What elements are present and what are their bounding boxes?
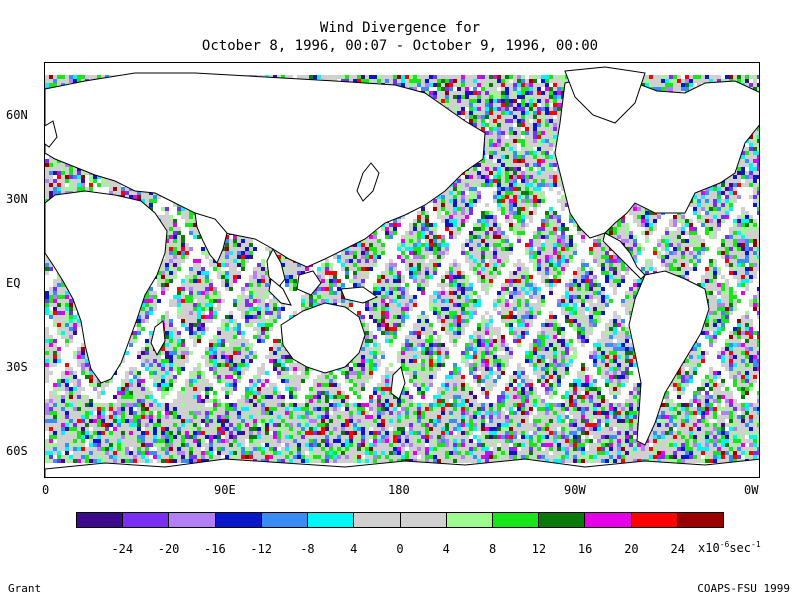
map-title-line2: October 8, 1996, 00:07 - October 9, 1996… bbox=[201, 38, 599, 54]
lon-label-0: 0 bbox=[42, 483, 50, 497]
colorbar-tick-label: 16 bbox=[577, 542, 593, 556]
units-tail: sec bbox=[729, 541, 752, 555]
map-title-line1: Wind Divergence for bbox=[319, 20, 481, 36]
colorbar-cell bbox=[354, 513, 401, 527]
colorbar-units: x10-6sec-1 bbox=[698, 540, 761, 555]
map-plot-area bbox=[44, 62, 760, 478]
colorbar-cell bbox=[308, 513, 355, 527]
greenland bbox=[564, 66, 646, 124]
indonesia-sumatra bbox=[268, 278, 292, 306]
colorbar-tick-label: 20 bbox=[624, 542, 639, 556]
lat-label-30s: 30S bbox=[6, 360, 28, 374]
lat-label-eq: EQ bbox=[6, 276, 21, 290]
units-exponent2: -1 bbox=[751, 540, 761, 549]
new-zealand bbox=[390, 366, 406, 400]
colorbar-cell bbox=[631, 513, 678, 527]
south-america bbox=[628, 270, 710, 446]
colorbar-cell bbox=[123, 513, 170, 527]
colorbar-cell bbox=[169, 513, 216, 527]
new-guinea bbox=[340, 286, 379, 304]
colorbar-tick-label: 12 bbox=[531, 542, 547, 556]
colorbar-tick-label: -16 bbox=[204, 542, 226, 556]
footer-credit: COAPS-FSU 1999 bbox=[697, 582, 790, 595]
colorbar-tick-label: 4 bbox=[442, 542, 450, 556]
japan bbox=[356, 162, 380, 202]
lat-label-60s: 60S bbox=[6, 444, 28, 458]
footer-author: Grant bbox=[8, 582, 42, 595]
lat-label-60n: 60N bbox=[6, 108, 28, 122]
lon-label-180: 180 bbox=[388, 483, 410, 497]
colorbar-cell bbox=[400, 513, 447, 527]
australia bbox=[280, 302, 366, 374]
colorbar-tick-label: -8 bbox=[300, 542, 315, 556]
lon-label-0w: 0W bbox=[744, 483, 759, 497]
colorbar-cell bbox=[446, 513, 493, 527]
colorbar-cell bbox=[585, 513, 632, 527]
colorbar-tick-label: 8 bbox=[488, 542, 497, 556]
india bbox=[194, 212, 228, 264]
lon-label-90w: 90W bbox=[564, 483, 586, 497]
indonesia-borneo bbox=[296, 270, 322, 296]
colorbar bbox=[76, 512, 724, 528]
africa bbox=[45, 190, 168, 384]
colorbar-tick-label: 0 bbox=[396, 542, 404, 556]
units-exponent: -6 bbox=[719, 540, 730, 549]
madagascar bbox=[150, 320, 166, 357]
united-kingdom bbox=[45, 120, 58, 148]
land-masses bbox=[45, 66, 759, 477]
colorbar-tick-label: -24 bbox=[111, 542, 134, 556]
colorbar-cell bbox=[492, 513, 540, 527]
colorbar-cell bbox=[215, 513, 262, 527]
colorbar-tick-label: -20 bbox=[157, 542, 180, 556]
colorbar-tick-label: 4 bbox=[350, 542, 358, 556]
units-base: x10 bbox=[698, 541, 720, 555]
divergence-map bbox=[45, 66, 759, 477]
lat-label-30n: 30N bbox=[6, 192, 28, 206]
colorbar-tick-label: 24 bbox=[670, 542, 685, 556]
colorbar-cell bbox=[261, 513, 309, 527]
eurasia bbox=[45, 72, 486, 268]
colorbar-cell bbox=[677, 513, 724, 527]
central-america bbox=[602, 232, 646, 280]
antarctica bbox=[45, 458, 759, 477]
colorbar-cell bbox=[77, 513, 124, 527]
colorbar-cell bbox=[539, 513, 586, 527]
lon-label-90e: 90E bbox=[214, 483, 236, 497]
colorbar-tick-label: -12 bbox=[250, 542, 272, 556]
